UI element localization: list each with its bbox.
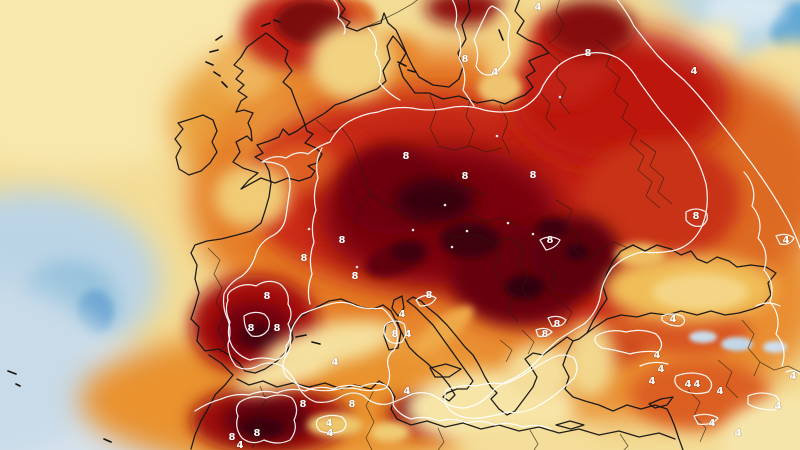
contour-label: 4 [649,376,656,387]
coast-turkey-levant [562,340,684,450]
contour-label: 8 [462,54,469,65]
contour-label: 4 [326,418,333,429]
map-marker [355,265,359,269]
map-marker [495,134,499,138]
contour-morocco-ring [235,394,298,444]
contour-label: 8 [426,290,433,301]
contour-label: 8 [542,329,549,340]
contour-label: 4 [709,418,716,429]
contour-label: 8 [254,428,261,439]
contour-label: 4 [654,350,661,361]
map-marker [450,245,454,249]
contour-label: 8 [392,329,399,340]
coast-cyprus [648,396,674,409]
contour-label: 4 [332,357,339,368]
contour-label: 4 [405,329,412,340]
contour-label: 4 [790,371,797,382]
coastlines [7,0,777,450]
map-marker [558,95,562,99]
contour-label: 8 [554,319,561,330]
map-marker [506,221,510,225]
map-marker [531,232,535,236]
contour-label: 4 [783,235,790,246]
contour-label: 4 [717,386,724,397]
contour-ionian [444,354,578,419]
map-marker [411,228,415,232]
contour-label: 4 [658,364,665,375]
station-markers [307,95,562,269]
contour-label: 8 [585,48,592,59]
coast-morocco-atlantic [190,354,234,450]
map-marker [443,203,447,207]
contour-west-med [282,301,399,392]
contour-label: 4 [492,67,499,78]
contour-label: 4 [327,428,334,439]
contour-label: 8 [693,211,700,222]
contour-label: 4 [535,2,542,13]
contour-label: 8 [403,151,410,162]
contour-4-northeast [616,0,800,249]
contour-label: 8 [301,253,308,264]
contour-label: 4 [775,401,782,412]
contour-8-main [222,52,708,409]
contour-anatolia-ring [594,329,663,355]
country-borders [207,0,800,450]
coast-north-africa [236,378,676,440]
contour-label: 8 [248,323,255,334]
contour-label: 4 [691,66,698,77]
contour-label: 8 [349,399,356,410]
contour-label: 8 [547,235,554,246]
contour-label: 8 [300,399,307,410]
contour-label: 8 [352,271,359,282]
anomaly-contours [194,0,800,444]
coast-scandinavia [337,0,471,88]
contour-label: 4 [404,386,411,397]
contour-label: 4 [399,309,406,320]
contour-africa-coast [194,382,552,430]
coast-mainland-europe [190,0,588,416]
contour-4-sweden-ring [473,5,511,76]
contour-label: 4 [670,314,677,325]
map-marker [465,229,469,233]
contour-france-inner [307,147,323,305]
map-marker [307,227,311,231]
contour-label: 8 [462,171,469,182]
coast-small-islands [7,29,504,443]
coast-sicily [429,363,462,378]
coast-great-britain [232,32,323,190]
contour-label: 4 [735,428,742,439]
coast-sardinia [383,319,402,351]
contour-label: 4 [237,440,244,450]
coast-hebrides-islands [205,19,281,88]
contour-label: 8 [274,323,281,334]
contour-label: 8 [264,291,271,302]
contour-label: 4 [685,379,692,390]
coast-corsica [391,295,405,317]
coast-ireland [174,114,218,176]
coast-crete [555,420,585,430]
contour-label: 8 [530,170,537,181]
contour-label: 4 [694,379,701,390]
contour-iberia-ring [225,280,292,361]
contour-label: 8 [229,432,236,443]
contour-label: 8 [339,235,346,246]
